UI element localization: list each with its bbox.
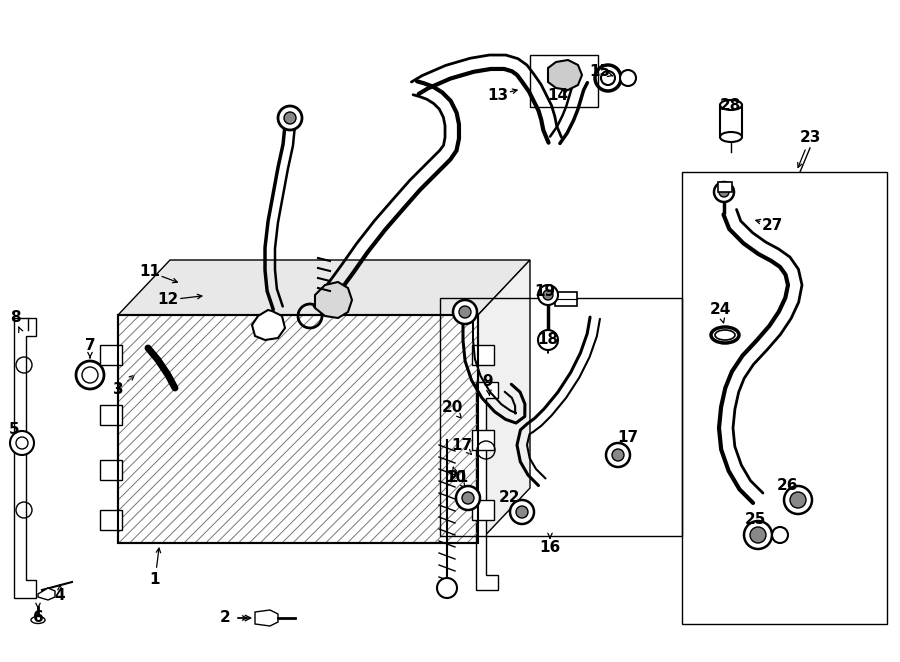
Text: 22: 22 xyxy=(500,491,521,506)
Text: 17: 17 xyxy=(617,430,639,446)
Text: 23: 23 xyxy=(799,130,821,146)
Bar xyxy=(118,315,478,543)
Text: 27: 27 xyxy=(761,218,783,232)
Bar xyxy=(718,182,732,192)
Circle shape xyxy=(437,578,457,598)
Text: 14: 14 xyxy=(547,87,569,103)
Circle shape xyxy=(516,506,528,518)
Circle shape xyxy=(784,486,812,514)
Circle shape xyxy=(278,106,302,130)
Bar xyxy=(555,292,577,306)
Text: 21: 21 xyxy=(447,471,469,485)
Circle shape xyxy=(462,492,474,504)
Circle shape xyxy=(538,285,558,305)
Text: 19: 19 xyxy=(535,285,555,299)
Circle shape xyxy=(510,500,534,524)
Text: 4: 4 xyxy=(55,587,66,602)
Text: 26: 26 xyxy=(778,477,799,493)
Text: 8: 8 xyxy=(10,310,21,326)
Text: 2: 2 xyxy=(220,610,230,626)
Circle shape xyxy=(612,449,624,461)
Bar xyxy=(472,345,494,365)
Polygon shape xyxy=(476,382,498,590)
Ellipse shape xyxy=(31,616,45,624)
Polygon shape xyxy=(255,610,278,626)
Text: 6: 6 xyxy=(32,610,43,626)
Polygon shape xyxy=(118,260,530,315)
Polygon shape xyxy=(548,60,582,90)
Polygon shape xyxy=(14,318,36,598)
Bar xyxy=(472,500,494,520)
Text: 10: 10 xyxy=(446,471,466,485)
Bar xyxy=(100,460,122,480)
Bar xyxy=(440,298,682,536)
Bar xyxy=(100,345,122,365)
Circle shape xyxy=(719,187,729,197)
Text: 20: 20 xyxy=(441,401,463,416)
Text: 28: 28 xyxy=(719,97,741,113)
Circle shape xyxy=(538,330,558,350)
Polygon shape xyxy=(478,260,530,543)
Circle shape xyxy=(620,70,636,86)
Text: 11: 11 xyxy=(140,265,160,279)
Text: 9: 9 xyxy=(482,375,493,389)
Bar xyxy=(100,405,122,425)
Polygon shape xyxy=(315,282,352,318)
Text: 1: 1 xyxy=(149,573,160,587)
Circle shape xyxy=(606,443,630,467)
Text: 16: 16 xyxy=(539,540,561,555)
Polygon shape xyxy=(38,588,55,600)
Ellipse shape xyxy=(720,100,742,110)
Text: 12: 12 xyxy=(158,293,178,308)
Text: 3: 3 xyxy=(112,383,123,397)
Text: 25: 25 xyxy=(744,512,766,528)
Bar xyxy=(472,430,494,450)
Polygon shape xyxy=(252,310,285,340)
Circle shape xyxy=(10,431,34,455)
Circle shape xyxy=(790,492,806,508)
Bar xyxy=(720,105,742,137)
Circle shape xyxy=(459,306,471,318)
Text: 7: 7 xyxy=(85,338,95,352)
Text: 15: 15 xyxy=(590,64,610,79)
Bar xyxy=(530,55,598,107)
Bar xyxy=(118,315,478,543)
Text: 13: 13 xyxy=(488,87,508,103)
Bar xyxy=(682,172,887,624)
Circle shape xyxy=(284,112,296,124)
Text: 17: 17 xyxy=(452,438,472,453)
Text: 24: 24 xyxy=(709,303,731,318)
Circle shape xyxy=(750,527,766,543)
Circle shape xyxy=(453,300,477,324)
Bar xyxy=(100,510,122,530)
Circle shape xyxy=(456,486,480,510)
Text: 18: 18 xyxy=(537,332,559,348)
Ellipse shape xyxy=(720,132,742,142)
Circle shape xyxy=(714,182,734,202)
Circle shape xyxy=(744,521,772,549)
Circle shape xyxy=(772,527,788,543)
Circle shape xyxy=(543,290,553,300)
Text: 5: 5 xyxy=(9,422,19,438)
